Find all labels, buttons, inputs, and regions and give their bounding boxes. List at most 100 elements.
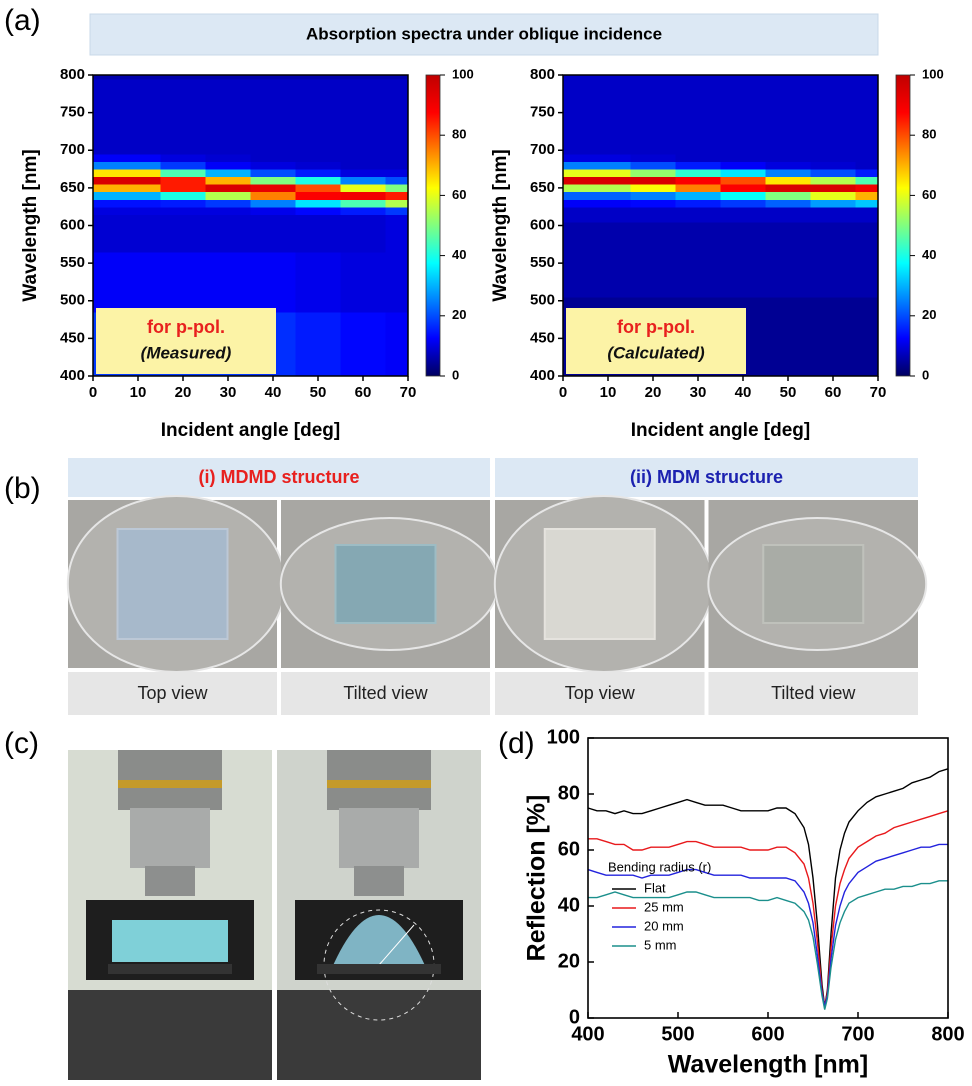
heatmap-cell <box>295 199 342 208</box>
heatmap-cell <box>160 101 207 110</box>
heatmap-cell <box>295 312 342 321</box>
heatmap-cell <box>295 229 342 238</box>
heatmap-cell <box>205 289 252 298</box>
heatmap-cell <box>385 138 409 148</box>
heatmap-cell <box>810 372 857 377</box>
heatmap-cell <box>675 86 722 95</box>
heatmap-cell <box>720 154 767 163</box>
heatmap-cell <box>340 342 387 351</box>
heatmap-cell <box>855 327 879 336</box>
heatmap-cell <box>160 221 207 230</box>
heatmap-cell <box>160 146 207 155</box>
heatmap-cell <box>855 116 879 125</box>
x-tick-label: 10 <box>130 384 147 401</box>
heatmap-cell <box>720 131 767 140</box>
y-tick-label: 600 <box>60 216 85 233</box>
heatmap-cell <box>93 146 117 155</box>
heatmap-cell <box>295 349 342 358</box>
heatmap-cell <box>630 274 677 283</box>
y-tick-label: 100 <box>547 726 580 748</box>
heatmap-cell <box>205 191 252 200</box>
heatmap-cell <box>765 191 812 200</box>
heatmap-cell <box>630 266 677 276</box>
heatmap-cell <box>765 349 812 358</box>
heatmap-cell <box>93 101 117 110</box>
colorbar-tick-label: 100 <box>922 66 944 81</box>
heatmap-cell <box>675 101 722 110</box>
x-tick-label: 700 <box>841 1023 874 1045</box>
heatmap-cell <box>250 206 297 215</box>
heatmap-cell <box>585 93 632 102</box>
heatmap-cell <box>250 169 297 178</box>
heatmap-cell <box>855 357 879 366</box>
heatmap-cell <box>765 244 812 253</box>
colorbar-tick-label: 80 <box>922 127 936 142</box>
heatmap-cell <box>160 251 207 260</box>
heatmap-cell <box>340 304 387 313</box>
heatmap-cell <box>385 221 409 230</box>
sample <box>116 528 229 640</box>
colorbar-tick-label: 80 <box>452 127 466 142</box>
heatmap-cell <box>115 138 162 148</box>
heatmap-cell <box>563 266 587 276</box>
heatmap-cell <box>855 281 879 291</box>
annotation-text: for p-pol. <box>617 317 695 337</box>
heatmap-cell <box>160 206 207 215</box>
heatmap-cell <box>563 244 587 253</box>
y-tick-label: 700 <box>530 141 555 158</box>
heatmap-cell <box>720 244 767 253</box>
heatmap-cell <box>250 221 297 230</box>
heatmap-cell <box>765 221 812 230</box>
heatmap-cell <box>93 244 117 253</box>
heatmap-cell <box>720 296 767 306</box>
y-axis-label: Reflection [%] <box>523 795 551 962</box>
heatmap-cell <box>115 274 162 283</box>
heatmap-cell <box>720 184 767 193</box>
heatmap-cell <box>630 176 677 185</box>
heatmap-cell <box>340 327 387 336</box>
heatmap-cell <box>205 161 252 170</box>
heatmap-cell <box>385 312 409 321</box>
sample <box>543 528 656 640</box>
group-title: (ii) MDM structure <box>630 467 783 487</box>
heatmap-cell <box>295 342 342 351</box>
x-tick-label: 50 <box>780 384 797 401</box>
group-banner <box>495 458 918 497</box>
heatmap-cell <box>810 131 857 140</box>
heatmap-cell <box>765 199 812 208</box>
view-caption: Tilted view <box>343 683 428 703</box>
heatmap-cell <box>93 199 117 208</box>
y-tick-label: 550 <box>530 254 555 271</box>
heatmap-cell <box>385 236 409 245</box>
heatmap-cell <box>563 229 587 238</box>
heatmap-cell <box>585 191 632 200</box>
caption-box <box>495 672 705 715</box>
x-tick-label: 40 <box>735 384 752 401</box>
photo-floor <box>68 990 272 1080</box>
heatmap-cell <box>630 123 677 133</box>
heatmap-cell <box>340 169 387 178</box>
heatmap-cell <box>340 191 387 200</box>
banner-box <box>89 13 879 56</box>
heatmap-cell <box>340 123 387 133</box>
heatmap-cell <box>675 372 722 377</box>
heatmap-cell <box>563 146 587 155</box>
panel-label: (b) <box>4 472 41 505</box>
heatmap-cell <box>855 146 879 155</box>
heatmap-cell <box>675 176 722 185</box>
heatmap-cell <box>765 342 812 351</box>
heatmap-cell <box>340 93 387 102</box>
heatmap-cell <box>855 342 879 351</box>
heatmap-cell <box>630 169 677 178</box>
heatmap-cell <box>340 289 387 298</box>
heatmap-cell <box>720 274 767 283</box>
y-tick-label: 650 <box>60 179 85 196</box>
heatmap-cell <box>563 101 587 110</box>
heatmap-cell <box>585 154 632 163</box>
heatmap-cell <box>720 75 767 80</box>
heatmap-cell <box>295 78 342 87</box>
y-axis-label: Wavelength [nm] <box>490 149 511 301</box>
heatmap-cell <box>675 169 722 178</box>
heatmap-cell <box>630 131 677 140</box>
heatmap-cell <box>720 289 767 298</box>
